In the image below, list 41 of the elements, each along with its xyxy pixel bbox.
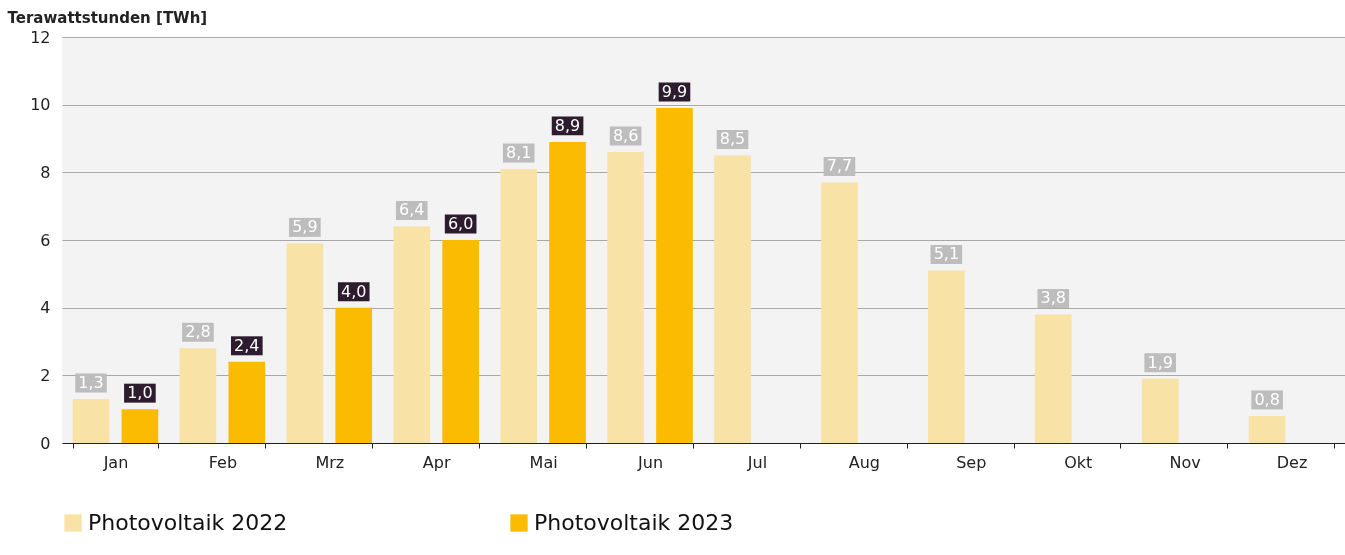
data-label: 6,4 — [399, 200, 425, 220]
y-tick-label: 0 — [40, 433, 51, 453]
y-axis-title: Terawattstunden [TWh] — [7, 8, 208, 27]
y-tick-label: 12 — [30, 27, 51, 47]
x-tick-label: Mrz — [315, 452, 345, 472]
x-tick-label: Nov — [1169, 452, 1201, 472]
y-tick-label: 6 — [40, 230, 51, 250]
x-tick-label: Apr — [422, 452, 451, 472]
x-tick-label: Okt — [1064, 452, 1093, 472]
legend-label: Photovoltaik 2023 — [534, 510, 734, 535]
bar — [714, 155, 751, 443]
x-tick-label: Feb — [208, 452, 238, 472]
bar — [1248, 415, 1286, 443]
bar — [228, 361, 266, 443]
bar — [286, 243, 324, 443]
bar — [72, 399, 110, 443]
x-tick-label: Mai — [529, 452, 558, 472]
x-tick-label: Jul — [746, 452, 768, 472]
legend-label: Photovoltaik 2022 — [88, 510, 288, 535]
bar — [821, 182, 858, 443]
bar — [121, 409, 159, 443]
y-tick-label: 10 — [30, 95, 51, 115]
x-tick-label: Aug — [848, 452, 880, 472]
y-tick-label: 2 — [40, 365, 51, 385]
x-tick-label: Jun — [637, 452, 664, 472]
bar — [393, 226, 431, 443]
y-tick-label: 8 — [40, 162, 51, 182]
bar — [1034, 314, 1072, 443]
bar — [607, 152, 644, 443]
bar — [928, 270, 965, 443]
x-tick-label: Dez — [1276, 452, 1308, 472]
bar — [500, 168, 538, 443]
x-tick-label: Jan — [102, 452, 129, 472]
bar — [1141, 378, 1179, 443]
y-tick-label: 4 — [40, 298, 51, 318]
bar — [442, 240, 479, 443]
bar — [656, 108, 693, 443]
bar — [179, 348, 217, 443]
bar — [549, 141, 586, 443]
bar — [335, 307, 373, 443]
x-tick-label: Sep — [956, 452, 987, 472]
